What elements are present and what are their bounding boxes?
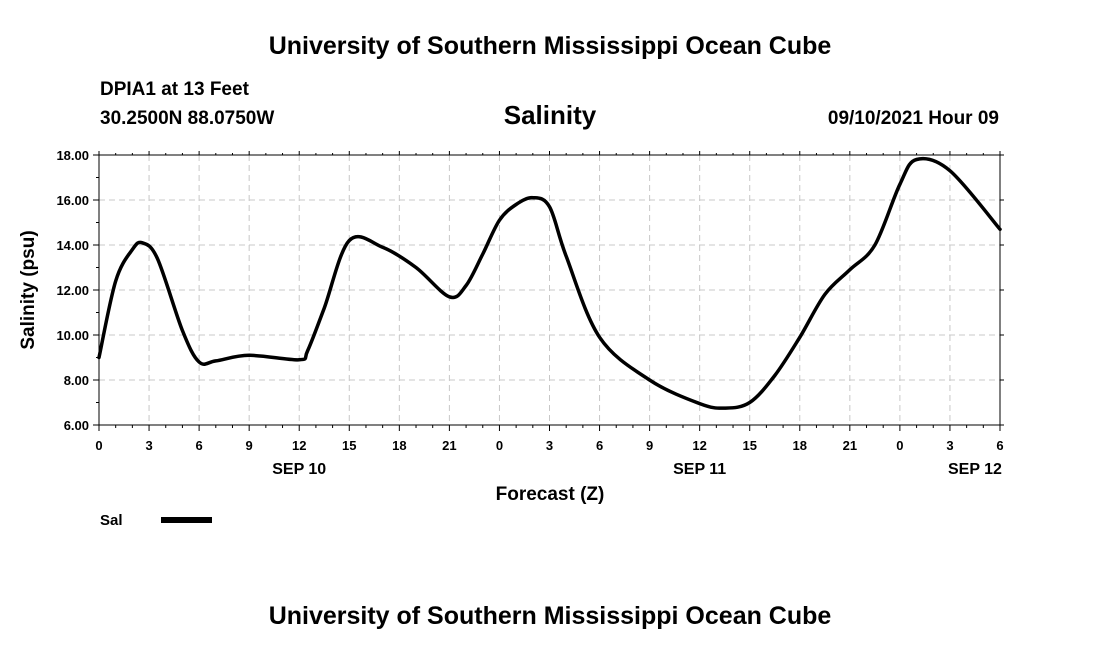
y-tick-label: 16.00 <box>56 193 89 208</box>
x-tick-label: 21 <box>442 438 456 453</box>
day-label: SEP 12 <box>948 461 1002 478</box>
x-tick-label: 6 <box>596 438 603 453</box>
x-tick-label: 3 <box>546 438 553 453</box>
x-tick-label: 18 <box>392 438 406 453</box>
footer-title: University of Southern Mississippi Ocean… <box>269 602 832 630</box>
x-tick-label: 6 <box>996 438 1003 453</box>
x-tick-label: 0 <box>496 438 503 453</box>
day-label: SEP 10 <box>272 461 326 478</box>
x-tick-label: 9 <box>246 438 253 453</box>
chart-title: Salinity <box>504 100 597 130</box>
y-tick-label: 10.00 <box>56 328 89 343</box>
forecast-timestamp: 09/10/2021 Hour 09 <box>828 108 999 129</box>
x-tick-label: 0 <box>896 438 903 453</box>
plot-frame <box>98 154 1001 426</box>
y-axis-ticks: 6.00 8.00 10.00 12.00 14.00 16.00 18.00 <box>56 148 1004 433</box>
legend-label: Sal <box>100 512 123 529</box>
x-axis-label: Forecast (Z) <box>496 484 605 505</box>
y-tick-label: 8.00 <box>64 373 89 388</box>
x-tick-label: 15 <box>742 438 756 453</box>
station-coordinates: 30.2500N 88.0750W <box>100 108 274 129</box>
y-tick-label: 12.00 <box>56 283 89 298</box>
grid-lines <box>99 155 1000 425</box>
x-tick-label: 18 <box>793 438 807 453</box>
station-label: DPIA1 at 13 Feet <box>100 79 250 100</box>
x-tick-label: 9 <box>646 438 653 453</box>
series-line-salinity <box>97 156 1002 410</box>
x-tick-label: 3 <box>145 438 152 453</box>
x-tick-label: 3 <box>946 438 953 453</box>
day-labels: SEP 10 SEP 11 SEP 12 <box>272 461 1002 478</box>
y-axis-label: Salinity (psu) <box>18 230 39 349</box>
x-tick-label: 12 <box>692 438 706 453</box>
x-axis-ticks: 0 3 6 9 12 15 18 21 0 3 6 9 12 15 18 21 0 3 6 <box>95 151 1004 453</box>
y-tick-label: 6.00 <box>64 418 89 433</box>
y-tick-label: 14.00 <box>56 238 89 253</box>
y-tick-label: 18.00 <box>56 148 89 163</box>
x-tick-label: 12 <box>292 438 306 453</box>
x-tick-label: 6 <box>195 438 202 453</box>
report-title: University of Southern Mississippi Ocean… <box>269 32 832 60</box>
x-tick-label: 0 <box>95 438 102 453</box>
series-group <box>97 156 1002 410</box>
x-tick-label: 21 <box>843 438 857 453</box>
day-label: SEP 11 <box>673 461 726 478</box>
x-tick-label: 15 <box>342 438 356 453</box>
